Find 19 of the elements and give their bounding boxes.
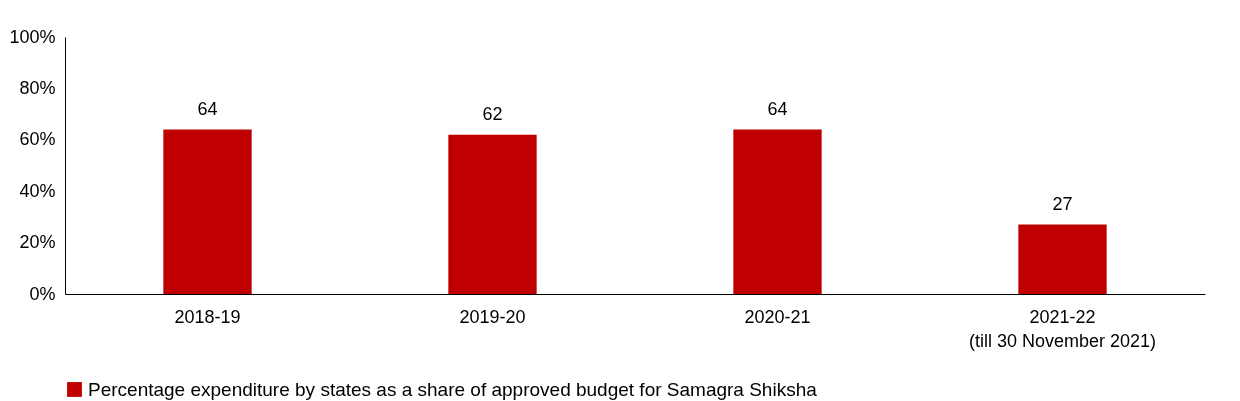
y-tick-label: 0% [29,283,56,304]
y-tick-label: 100% [9,26,56,47]
y-tick-label: 80% [19,77,56,98]
data-label: 27 [1052,193,1073,214]
bar [163,129,252,294]
x-tick-label: 2018-19 [174,306,241,327]
legend-label: Percentage expenditure by states as a share of approved budget for Samagra Shiksha [88,378,818,400]
data-label: 62 [482,103,503,124]
y-tick-label: 60% [19,129,56,150]
bar [448,134,537,294]
x-tick-label: 2021-22 (till 30 November 2021) [968,306,1157,351]
y-tick-label: 40% [19,180,56,201]
x-tick-label: 2020-21 [744,306,811,327]
data-label: 64 [767,98,788,119]
y-tick-label: 20% [19,232,56,253]
bar [1018,224,1107,294]
data-label: 64 [197,98,218,119]
bar [733,129,822,294]
x-tick-label: 2019-20 [459,306,526,327]
